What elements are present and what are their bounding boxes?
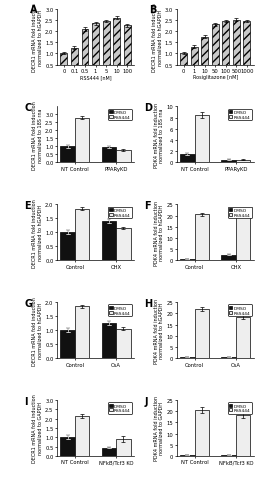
Bar — [82, 30, 89, 77]
Legend: DMSO, RSS444: DMSO, RSS444 — [228, 305, 251, 316]
Bar — [102, 222, 116, 261]
Bar — [191, 48, 198, 77]
Text: I: I — [25, 396, 28, 406]
Bar — [195, 215, 209, 261]
Y-axis label: DECR1 mRNA fold induction
normalized to hGAPDH: DECR1 mRNA fold induction normalized to … — [32, 296, 43, 365]
Legend: DMSO, RSS444: DMSO, RSS444 — [108, 109, 132, 121]
Bar — [221, 255, 236, 261]
Bar — [236, 160, 250, 163]
Y-axis label: DECR1 mRNA fold induction
normalized to 18S rna: DECR1 mRNA fold induction normalized to … — [32, 101, 43, 169]
Bar — [236, 415, 250, 456]
Bar — [116, 228, 131, 261]
Y-axis label: PDK4 mRNA fold induction
normalized to 18S rna: PDK4 mRNA fold induction normalized to 1… — [154, 103, 164, 168]
Legend: DMSO, RSS444: DMSO, RSS444 — [108, 402, 132, 414]
Text: D: D — [144, 103, 152, 113]
Bar — [243, 22, 250, 77]
Text: H: H — [144, 298, 152, 308]
Bar — [180, 357, 195, 359]
Bar — [71, 48, 78, 77]
Bar — [61, 147, 75, 163]
Bar — [92, 24, 99, 77]
Legend: DMSO, RSS444: DMSO, RSS444 — [228, 207, 251, 219]
Text: F: F — [144, 201, 151, 210]
Bar — [61, 330, 75, 359]
Bar — [75, 416, 89, 456]
Bar — [195, 410, 209, 456]
Bar — [103, 22, 110, 77]
X-axis label: RSS444 [nM]: RSS444 [nM] — [80, 75, 111, 80]
Bar — [222, 22, 229, 77]
Bar — [233, 21, 240, 77]
Text: B: B — [150, 5, 157, 15]
Bar — [195, 116, 209, 163]
Bar — [75, 209, 89, 261]
Legend: DMSO, RSS444: DMSO, RSS444 — [228, 109, 251, 121]
Legend: DMSO, RSS444: DMSO, RSS444 — [108, 305, 132, 316]
Y-axis label: DECR1 mRNA fold induction
normalized to hGAPDH: DECR1 mRNA fold induction normalized to … — [32, 3, 43, 72]
Bar — [102, 148, 116, 163]
Text: E: E — [25, 201, 31, 210]
Bar — [61, 437, 75, 456]
Bar — [124, 26, 131, 77]
Bar — [61, 233, 75, 261]
Text: C: C — [25, 103, 32, 113]
Bar — [75, 307, 89, 359]
Bar — [201, 37, 208, 77]
Bar — [221, 455, 236, 456]
Bar — [116, 151, 131, 163]
Text: J: J — [144, 396, 148, 406]
Bar — [195, 309, 209, 359]
Bar — [75, 119, 89, 163]
Bar — [221, 357, 236, 359]
Bar — [61, 54, 67, 77]
Bar — [102, 448, 116, 456]
Bar — [113, 19, 120, 77]
Text: A: A — [30, 5, 38, 15]
X-axis label: Rosiglitazone [nM]: Rosiglitazone [nM] — [193, 75, 238, 80]
Bar — [180, 455, 195, 456]
Bar — [212, 25, 219, 77]
Legend: DMSO, RSS444: DMSO, RSS444 — [228, 402, 251, 414]
Y-axis label: DECR1 mRNA fold induction
normalized to hGAPDH: DECR1 mRNA fold induction normalized to … — [152, 3, 163, 72]
Bar — [102, 324, 116, 359]
Bar — [180, 54, 187, 77]
Bar — [180, 260, 195, 261]
Bar — [236, 216, 250, 261]
Y-axis label: PDK4 mRNA fold induction
normalized to GAPDH: PDK4 mRNA fold induction normalized to G… — [154, 396, 164, 460]
Y-axis label: DECR1 mRNA fold induction
normalized to GAPDH: DECR1 mRNA fold induction normalized to … — [32, 394, 43, 462]
Bar — [236, 317, 250, 359]
Bar — [116, 439, 131, 456]
Bar — [221, 160, 236, 163]
Y-axis label: PDK4 mRNA fold induction
normalized to hGAPDH: PDK4 mRNA fold induction normalized to h… — [154, 298, 164, 363]
Legend: DMSO, RSS444: DMSO, RSS444 — [108, 207, 132, 219]
Y-axis label: PDK4 mRNA fold induction
normalized to hGAPDH: PDK4 mRNA fold induction normalized to h… — [154, 200, 164, 265]
Bar — [116, 329, 131, 359]
Bar — [180, 155, 195, 163]
Text: G: G — [25, 298, 33, 308]
Y-axis label: DECR1 mRNA fold induction
normalized to hGAPDH: DECR1 mRNA fold induction normalized to … — [32, 199, 43, 267]
